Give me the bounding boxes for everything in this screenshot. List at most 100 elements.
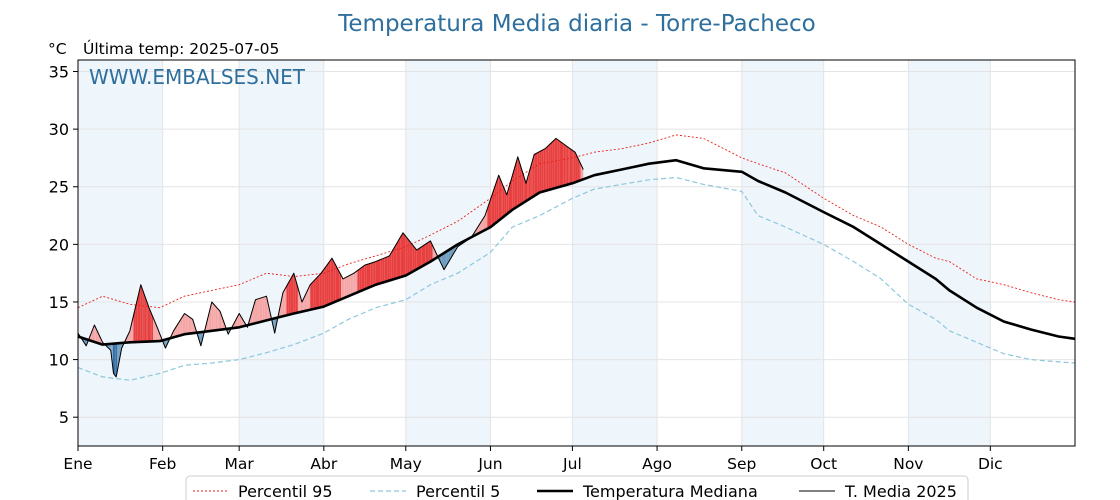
x-tick-label-dic: Dic — [978, 455, 1003, 473]
anomaly-fill — [556, 138, 558, 188]
y-tick-label-35: 35 — [49, 63, 69, 82]
anomaly-fill — [343, 278, 345, 299]
anomaly-fill — [255, 299, 258, 324]
anomaly-fill — [502, 185, 505, 218]
anomaly-fill — [217, 308, 219, 331]
anomaly-fill — [321, 270, 323, 308]
chart-title: Temperatura Media diaria - Torre-Pacheco — [337, 11, 815, 37]
anomaly-fill — [190, 317, 192, 334]
anomaly-fill — [505, 191, 507, 216]
anomaly-fill — [510, 175, 513, 212]
anomaly-fill — [539, 150, 542, 193]
anomaly-fill — [537, 151, 540, 194]
anomaly-fill — [400, 232, 403, 277]
x-tick-label-abr: Abr — [310, 455, 337, 473]
anomaly-fill — [361, 266, 363, 291]
anomaly-fill — [398, 236, 401, 278]
anomaly-fill — [412, 244, 415, 272]
month-band-ene — [78, 60, 163, 446]
anomaly-fill — [419, 247, 422, 268]
month-band-jul — [572, 60, 658, 446]
anomaly-fill — [155, 324, 158, 342]
anomaly-fill — [282, 289, 285, 317]
anomaly-fill — [530, 164, 532, 199]
anomaly-fill — [154, 320, 156, 342]
anomaly-fill — [93, 325, 95, 342]
anomaly-fill — [328, 260, 331, 305]
legend-label-p95: Percentil 95 — [238, 482, 333, 500]
anomaly-fill — [568, 147, 570, 185]
anomaly-fill — [353, 271, 356, 294]
x-tick-label-feb: Feb — [149, 455, 176, 473]
y-tick-label-25: 25 — [49, 178, 69, 197]
legend-box — [185, 475, 969, 500]
anomaly-fill — [416, 248, 419, 270]
anomaly-fill — [565, 145, 567, 186]
anomaly-fill — [373, 261, 376, 286]
anomaly-fill — [113, 343, 114, 374]
anomaly-fill — [257, 298, 260, 323]
anomaly-fill — [296, 282, 298, 313]
anomaly-fill — [543, 148, 546, 192]
anomaly-fill — [559, 141, 562, 187]
legend-label-p5: Percentil 5 — [416, 482, 500, 500]
watermark: WWW.EMBALSES.NET — [89, 65, 306, 89]
anomaly-fill — [414, 247, 417, 271]
anomaly-fill — [430, 240, 433, 262]
x-tick-label-jul: Jul — [562, 455, 582, 473]
anomaly-fill — [580, 163, 582, 181]
anomaly-fill — [536, 152, 538, 195]
anomaly-fill — [579, 160, 581, 181]
anomaly-fill — [114, 343, 115, 376]
anomaly-fill — [552, 140, 555, 189]
anomaly-fill — [317, 275, 320, 308]
anomaly-fill — [288, 279, 291, 315]
anomaly-fill — [557, 139, 560, 188]
anomaly-fill — [312, 280, 314, 310]
anomaly-fill — [267, 302, 270, 321]
anomaly-fill — [182, 313, 185, 335]
series-line-p5 — [77, 176, 1076, 381]
anomaly-fill — [322, 268, 325, 307]
anomaly-fill — [332, 258, 334, 304]
anomaly-fill — [380, 258, 383, 284]
anomaly-fill — [335, 265, 338, 302]
anomaly-fill — [139, 284, 141, 342]
anomaly-fill — [261, 297, 263, 322]
anomaly-fill — [446, 250, 449, 266]
anomaly-fill — [370, 262, 373, 287]
anomaly-fill — [482, 215, 485, 232]
anomaly-fill — [214, 305, 216, 331]
anomaly-fill — [292, 273, 294, 314]
anomaly-fill — [572, 150, 574, 184]
anomaly-fill — [407, 238, 410, 275]
anomaly-fill — [541, 149, 544, 192]
anomaly-fill — [403, 232, 406, 277]
anomaly-fill — [566, 146, 569, 185]
y-tick-label-5: 5 — [59, 408, 69, 427]
series-line-p95 — [77, 134, 1076, 309]
anomaly-fill — [366, 263, 369, 289]
y-tick-label-15: 15 — [49, 293, 69, 312]
anomaly-fill — [355, 270, 358, 294]
anomaly-fill — [306, 290, 308, 311]
anomaly-fill — [563, 143, 566, 186]
series-lines — [77, 134, 1076, 381]
anomaly-fill — [339, 272, 342, 300]
anomaly-fills — [78, 138, 584, 377]
anomaly-fill — [428, 240, 431, 263]
anomaly-fill — [140, 284, 143, 342]
anomaly-fill — [577, 157, 580, 182]
anomaly-fill — [375, 260, 378, 285]
anomaly-fill — [133, 307, 136, 343]
anomaly-fill — [363, 265, 365, 291]
anomaly-fill — [389, 252, 392, 281]
plot-frame — [77, 59, 1076, 447]
grid-lines — [77, 60, 1075, 446]
anomaly-fill — [561, 142, 564, 187]
anomaly-fill — [337, 268, 340, 301]
anomaly-fill — [293, 273, 296, 314]
anomaly-fill — [348, 275, 351, 297]
anomaly-fill — [573, 151, 576, 183]
anomaly-fill — [208, 309, 210, 332]
